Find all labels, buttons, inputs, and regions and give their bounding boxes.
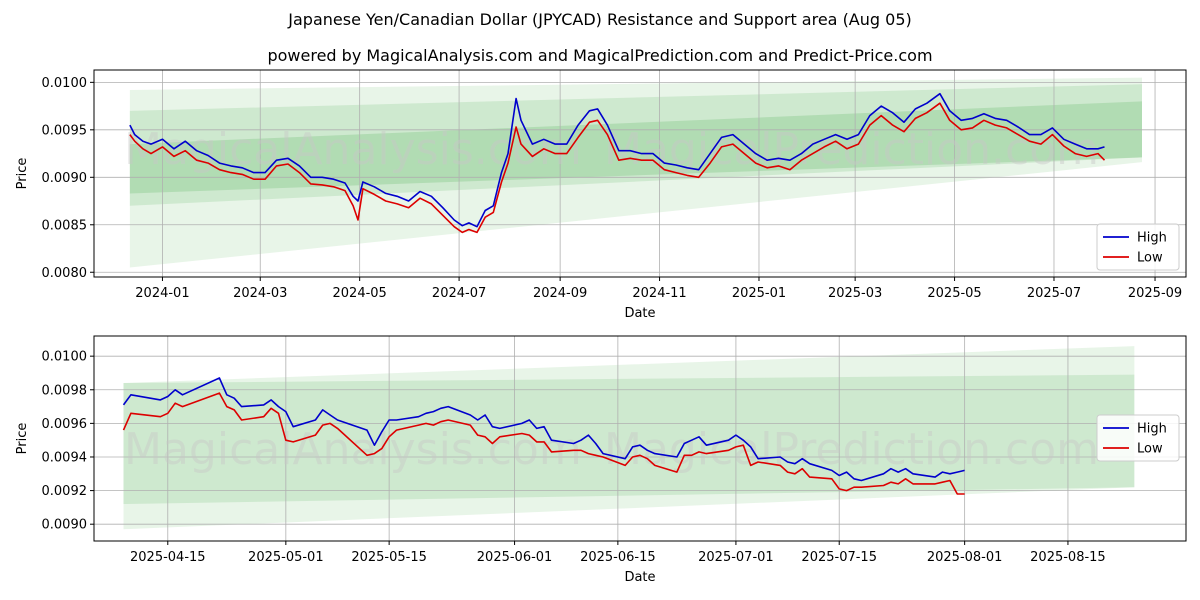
- x-tick-label: 2025-05-01: [248, 550, 324, 565]
- watermark-prediction: MagicalPrediction.com: [604, 424, 1099, 475]
- y-axis-label: Price: [15, 158, 30, 190]
- x-tick-label: 2025-05-15: [351, 550, 427, 565]
- x-tick-label: 2024-11: [632, 286, 686, 301]
- x-tick-label: 2025-09: [1128, 286, 1182, 301]
- watermark-analysis: MagicalAnalysis.com: [124, 124, 582, 175]
- band-1: [123, 346, 1135, 530]
- x-tick-label: 2024-01: [135, 286, 189, 301]
- y-tick-label: 0.0085: [42, 218, 88, 233]
- subplot-1: MagicalAnalysis.com MagicalPrediction.com…: [15, 69, 1187, 321]
- watermark-analysis: MagicalAnalysis.com: [124, 424, 582, 475]
- y-tick-label: 0.0090: [42, 518, 88, 533]
- legend-box: [1096, 223, 1180, 271]
- series-high-line: [129, 92, 1105, 228]
- x-axis-label: Date: [624, 570, 655, 585]
- y-tick-label: 0.0095: [42, 123, 88, 138]
- band-2: [123, 374, 1135, 505]
- x-tick-label: 2025-06-15: [580, 550, 656, 565]
- x-tick-label: 2025-05: [927, 286, 981, 301]
- legend-label-low: Low: [1137, 442, 1163, 457]
- y-tick-label: 0.0090: [42, 171, 88, 186]
- band-2: [129, 84, 1142, 206]
- legend-label-high: High: [1137, 422, 1167, 437]
- band-3: [129, 101, 1142, 194]
- y-tick-label: 0.0094: [42, 450, 88, 465]
- y-axis-label: Price: [15, 423, 30, 455]
- axes-frame: [93, 69, 1187, 278]
- x-tick-label: 2024-09: [533, 286, 587, 301]
- y-tick-label: 0.0096: [42, 417, 88, 432]
- x-tick-label: 2025-07-15: [801, 550, 877, 565]
- legend-box: [1096, 414, 1180, 462]
- x-tick-label: 2024-07: [432, 286, 486, 301]
- legend-label-high: High: [1137, 231, 1167, 246]
- subplot-2: MagicalAnalysis.com MagicalPrediction.com…: [15, 335, 1187, 585]
- watermark-prediction: MagicalPrediction.com: [604, 124, 1099, 175]
- y-tick-label: 0.0080: [42, 266, 88, 281]
- legend: High Low: [1096, 223, 1180, 271]
- y-tick-label: 0.0098: [42, 383, 88, 398]
- y-tick-label: 0.0092: [42, 484, 88, 499]
- x-axis-label: Date: [624, 306, 655, 321]
- band-1: [129, 77, 1142, 268]
- series-high-line: [122, 377, 965, 482]
- chart-subtitle: powered by MagicalAnalysis.com and Magic…: [267, 46, 933, 65]
- x-tick-label: 2025-04-15: [130, 550, 206, 565]
- x-tick-label: 2024-03: [233, 286, 287, 301]
- y-tick-label: 0.0100: [42, 350, 88, 365]
- x-tick-label: 2025-01: [732, 286, 786, 301]
- x-tick-label: 2025-06-01: [477, 550, 553, 565]
- x-tick-label: 2025-08-15: [1030, 550, 1106, 565]
- x-tick-label: 2024-05: [333, 286, 387, 301]
- legend: High Low: [1096, 414, 1180, 462]
- legend-label-low: Low: [1137, 251, 1163, 266]
- chart-title: Japanese Yen/Canadian Dollar (JPYCAD) Re…: [288, 10, 912, 29]
- x-tick-label: 2025-08-01: [927, 550, 1003, 565]
- series-low-line: [122, 392, 965, 495]
- x-tick-label: 2025-03: [828, 286, 882, 301]
- series-low-line: [129, 102, 1106, 234]
- x-tick-label: 2025-07: [1027, 286, 1081, 301]
- x-tick-label: 2025-07-01: [698, 550, 774, 565]
- y-tick-label: 0.0100: [42, 76, 88, 91]
- axes-frame: [93, 335, 1187, 542]
